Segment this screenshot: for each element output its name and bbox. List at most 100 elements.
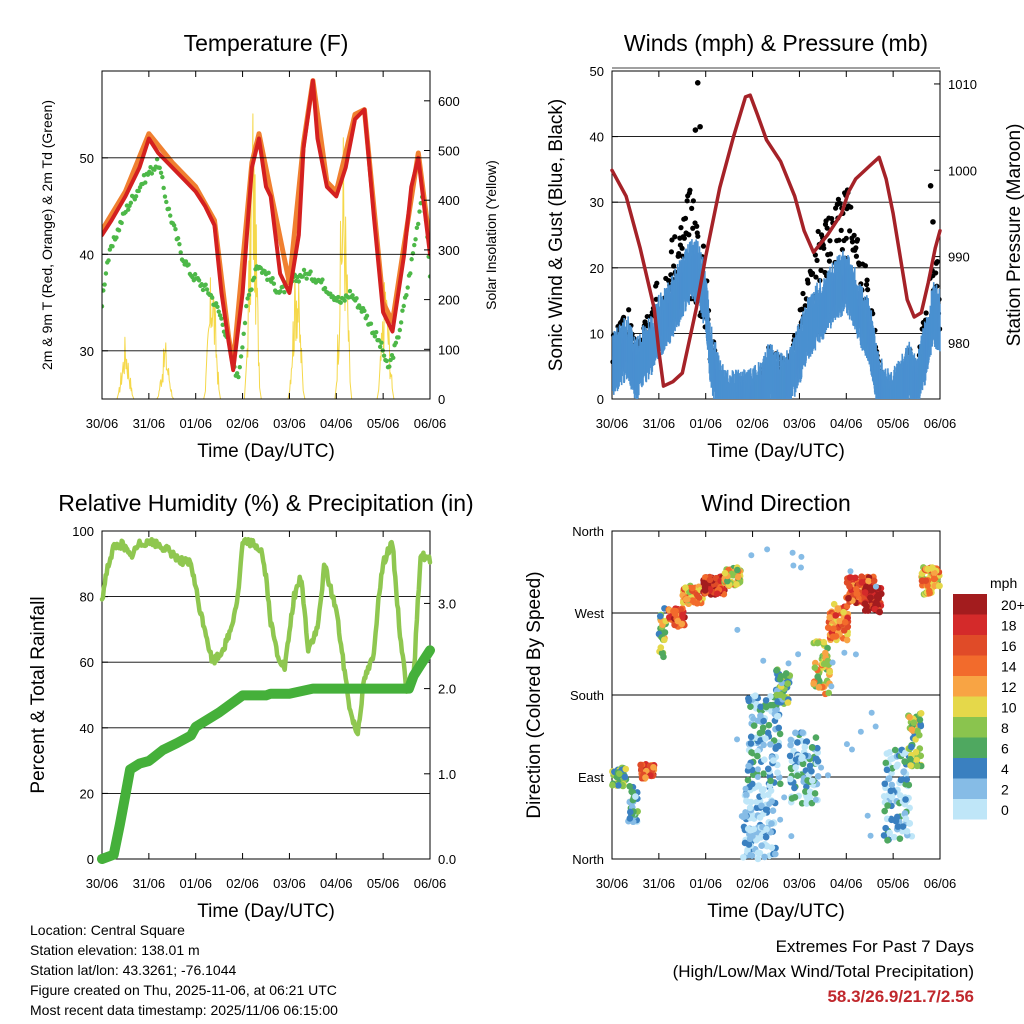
direction-point (836, 617, 844, 625)
direction-point (743, 791, 750, 799)
dewpoint-point (377, 344, 383, 350)
dewpoint-point (219, 316, 224, 321)
x-tick-label: 05/06 (367, 876, 400, 891)
x-tick-label: 06/06 (414, 416, 447, 431)
direction-point (742, 785, 749, 792)
direction-point (738, 813, 745, 820)
gust-point (934, 259, 940, 265)
dewpoint-point (110, 244, 115, 249)
dewpoint-point (215, 304, 220, 310)
direction-point (754, 752, 761, 760)
direction-point (701, 587, 709, 594)
direction-point (914, 727, 921, 735)
x-tick-label: 31/06 (133, 876, 166, 891)
direction-point (758, 842, 765, 850)
dewpoint-point (347, 288, 353, 294)
dewpoint-point (328, 291, 333, 296)
gust-point (687, 187, 693, 193)
extremes-subtitle: (High/Low/Max Wind/Total Precipitation) (672, 962, 974, 981)
direction-point (876, 608, 884, 616)
direction-point (907, 755, 914, 763)
direction-point (808, 767, 815, 775)
gust-point (821, 245, 827, 251)
x-axis-label: Time (Day/UTC) (707, 441, 845, 462)
x-axis-label: Time (Day/UTC) (197, 441, 335, 462)
direction-point (768, 820, 775, 827)
dewpoint-point (413, 237, 418, 242)
gust-point (854, 236, 861, 243)
dewpoint-point (410, 251, 416, 256)
direction-point (908, 743, 915, 751)
dewpoint-point (391, 355, 396, 360)
direction-point (830, 625, 837, 633)
solar-insolation-line (334, 137, 353, 399)
direction-point (756, 814, 764, 821)
direction-point (886, 829, 893, 837)
direction-point (626, 782, 633, 790)
direction-point (660, 653, 667, 661)
direction-point (884, 802, 891, 809)
y2-tick-label: 2.0 (438, 682, 456, 697)
legend-label: 0 (1001, 802, 1009, 818)
y-tick-label: 30 (80, 344, 94, 359)
direction-point (916, 716, 924, 724)
location-text: Location: Central Square (30, 922, 185, 938)
x-tick-label: 02/06 (226, 416, 259, 431)
dewpoint-point (412, 242, 417, 248)
gust-point (694, 223, 700, 229)
direction-point (666, 613, 673, 621)
x-tick-label: 01/06 (689, 416, 722, 431)
direction-point (848, 746, 855, 753)
direction-point (745, 762, 752, 770)
direction-point (754, 717, 762, 725)
dewpoint-point (396, 335, 401, 340)
x-tick-label: 01/06 (179, 416, 212, 431)
dewpoint-point (213, 301, 219, 306)
direction-point (747, 740, 755, 747)
gust-point (827, 251, 834, 257)
dewpoint-point (236, 374, 241, 380)
y-axis-label: Direction (Colored By Speed) (524, 571, 545, 818)
y-tick-label: South (570, 688, 604, 703)
y-tick-label: West (575, 606, 605, 621)
direction-point (887, 787, 895, 795)
direction-point (846, 574, 854, 581)
direction-point (903, 827, 911, 835)
direction-point (734, 626, 741, 633)
x-tick-label: 31/06 (643, 876, 676, 891)
direction-point (661, 636, 668, 644)
direction-point (841, 649, 848, 656)
direction-point (810, 680, 817, 687)
direction-point (885, 775, 893, 782)
direction-point (799, 729, 806, 737)
direction-point (773, 691, 781, 699)
dewpoint-point (300, 274, 305, 279)
plot-frame (101, 70, 431, 400)
y-tick-label: 50 (590, 64, 604, 79)
direction-point (626, 815, 634, 822)
y2-tick-label: 400 (438, 193, 460, 208)
direction-point (813, 744, 821, 752)
direction-point (757, 712, 764, 720)
direction-point (763, 825, 770, 833)
dewpoint-point (136, 188, 141, 194)
direction-point (826, 614, 834, 621)
legend-swatch (953, 594, 987, 615)
direction-point (744, 776, 752, 784)
direction-point (772, 745, 779, 752)
direction-point (789, 549, 796, 556)
direction-point (614, 782, 622, 789)
direction-point (765, 721, 773, 729)
y2-axis-label: Station Pressure (Maroon) (1004, 124, 1024, 347)
direction-point (822, 649, 829, 657)
direction-point (750, 722, 758, 729)
direction-point (811, 790, 819, 797)
direction-point (925, 587, 933, 595)
legend-label: 4 (1001, 761, 1009, 777)
legend-swatch (953, 655, 987, 676)
x-tick-label: 05/06 (877, 416, 910, 431)
dewpoint-point (242, 320, 248, 326)
dewpoint-point (342, 298, 347, 303)
y-tick-label: 0 (597, 392, 604, 407)
direction-point (632, 793, 639, 800)
